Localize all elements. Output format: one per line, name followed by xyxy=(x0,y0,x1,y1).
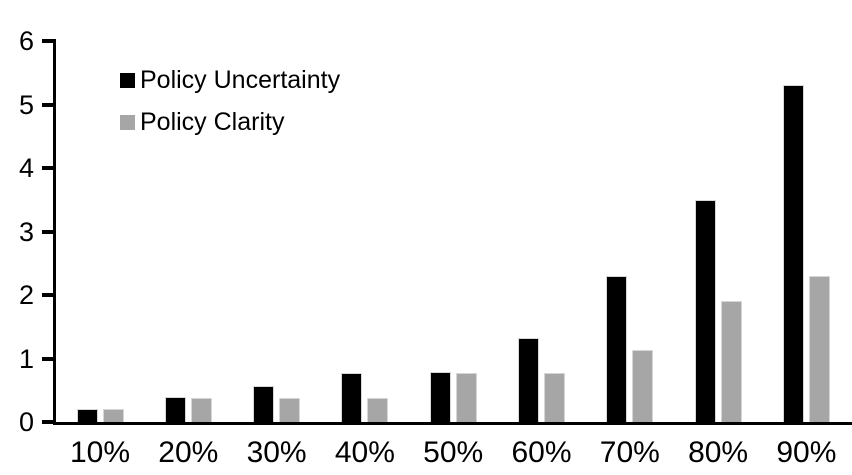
y-tick-label: 5 xyxy=(18,89,34,120)
legend-item-policy-clarity: Policy Clarity xyxy=(120,108,340,136)
bar-policy-clarity-20- xyxy=(190,397,212,424)
x-category-label: 90% xyxy=(776,436,837,469)
y-tick xyxy=(42,166,54,170)
x-category-label: 30% xyxy=(246,436,307,469)
bar-policy-clarity-40- xyxy=(367,397,389,424)
legend-swatch-policy-uncertainty xyxy=(120,72,135,88)
y-tick xyxy=(42,229,54,234)
bar-policy-clarity-60- xyxy=(544,373,565,424)
y-tick xyxy=(42,356,54,361)
x-category-label: 50% xyxy=(423,436,484,469)
bar-policy-uncertainty-40- xyxy=(341,373,363,424)
y-tick-label: 1 xyxy=(18,343,34,374)
bar-policy-uncertainty-50- xyxy=(429,372,451,424)
bar-policy-clarity-90- xyxy=(808,275,830,424)
x-axis-line xyxy=(53,422,852,425)
legend-label: Policy Uncertainty xyxy=(140,66,341,94)
bar-policy-uncertainty-60- xyxy=(518,337,539,424)
bar-policy-uncertainty-20- xyxy=(164,396,186,424)
y-tick xyxy=(42,102,54,107)
bar-policy-clarity-30- xyxy=(279,397,301,424)
bar-policy-uncertainty-30- xyxy=(253,385,275,424)
x-category-label: 20% xyxy=(158,436,219,469)
bar-policy-clarity-70- xyxy=(632,350,654,424)
bar-policy-clarity-50- xyxy=(455,373,477,424)
bar-policy-uncertainty-80- xyxy=(694,199,716,424)
bar-policy-clarity-80- xyxy=(720,301,742,424)
y-tick-label: 4 xyxy=(18,153,34,183)
chart-legend: Policy Uncertainty Policy Clarity xyxy=(120,66,340,150)
bar-policy-uncertainty-70- xyxy=(606,275,628,424)
y-tick xyxy=(42,293,54,297)
x-category-label: 70% xyxy=(599,436,660,469)
x-category-label: 80% xyxy=(688,436,749,469)
legend-swatch-policy-clarity xyxy=(120,114,135,130)
y-tick-label: 6 xyxy=(18,26,34,56)
legend-item-policy-uncertainty: Policy Uncertainty xyxy=(120,66,340,94)
x-category-label: 40% xyxy=(334,436,395,469)
y-axis-line xyxy=(53,39,56,425)
x-category-label: 60% xyxy=(511,436,572,469)
y-tick-label: 3 xyxy=(18,216,34,247)
bar-policy-uncertainty-90- xyxy=(782,85,804,424)
y-tick xyxy=(42,39,54,43)
y-tick-label: 2 xyxy=(18,280,34,310)
legend-label: Policy Clarity xyxy=(140,108,285,136)
y-tick-label: 0 xyxy=(18,407,34,437)
y-tick xyxy=(42,420,54,424)
x-category-label: 10% xyxy=(69,436,131,469)
